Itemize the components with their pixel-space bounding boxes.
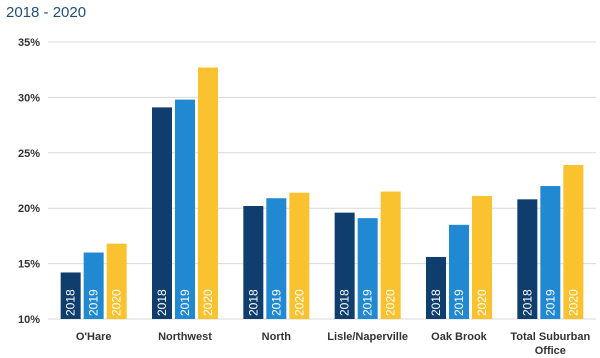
bar [563,164,584,319]
bar-series-label: 2019 [543,289,557,316]
bar-series-label: 2020 [110,289,124,316]
bar [334,212,355,319]
bar [357,218,378,319]
bar-series-label: 2018 [429,289,443,316]
bar [266,198,287,319]
bar [540,186,561,319]
x-tick-label: Northwest [158,331,212,343]
y-tick-label: 15% [18,259,40,271]
bar-series-label: 2019 [178,289,192,316]
bar [380,191,401,319]
x-tick-label: North [262,331,292,343]
bar [243,205,264,319]
bar-series-label: 2019 [269,289,283,316]
bar-series-label: 2020 [475,289,489,316]
chart-subtitle: 2018 - 2020 [6,4,87,21]
bar-series-label: 2019 [87,289,101,316]
y-tick-label: 25% [18,148,40,160]
bar [426,256,446,319]
x-tick-label: Office [535,345,566,357]
bar-series-label: 2020 [384,289,398,316]
y-tick-label: 10% [18,314,40,326]
x-tick-label: Oak Brook [431,331,488,343]
y-tick-label: 35% [18,37,40,49]
bar [106,243,127,319]
bar [449,224,469,319]
bar [175,99,195,319]
bar-series-label: 2018 [246,289,260,316]
bar [198,67,218,319]
y-tick-label: 20% [18,203,40,215]
y-tick-label: 30% [18,92,40,104]
bar [60,272,81,319]
bar-series-label: 2018 [338,289,352,316]
x-tick-label: Total Suburban [510,331,590,343]
bar-series-label: 2018 [520,289,534,316]
bar-series-label: 2018 [155,289,169,316]
bar-series-label: 2019 [361,289,375,316]
x-tick-label: Lisle/Naperville [327,331,408,343]
bar [517,199,538,319]
bar [472,196,492,319]
x-tick-label: O'Hare [76,331,112,343]
bar-series-label: 2018 [64,289,78,316]
bar-series-label: 2019 [452,289,466,316]
bar-series-label: 2020 [566,289,580,316]
bar [83,252,104,319]
bar [289,192,310,319]
bar-series-label: 2020 [292,289,306,316]
bar-series-label: 2020 [201,289,215,316]
bar [152,107,172,319]
